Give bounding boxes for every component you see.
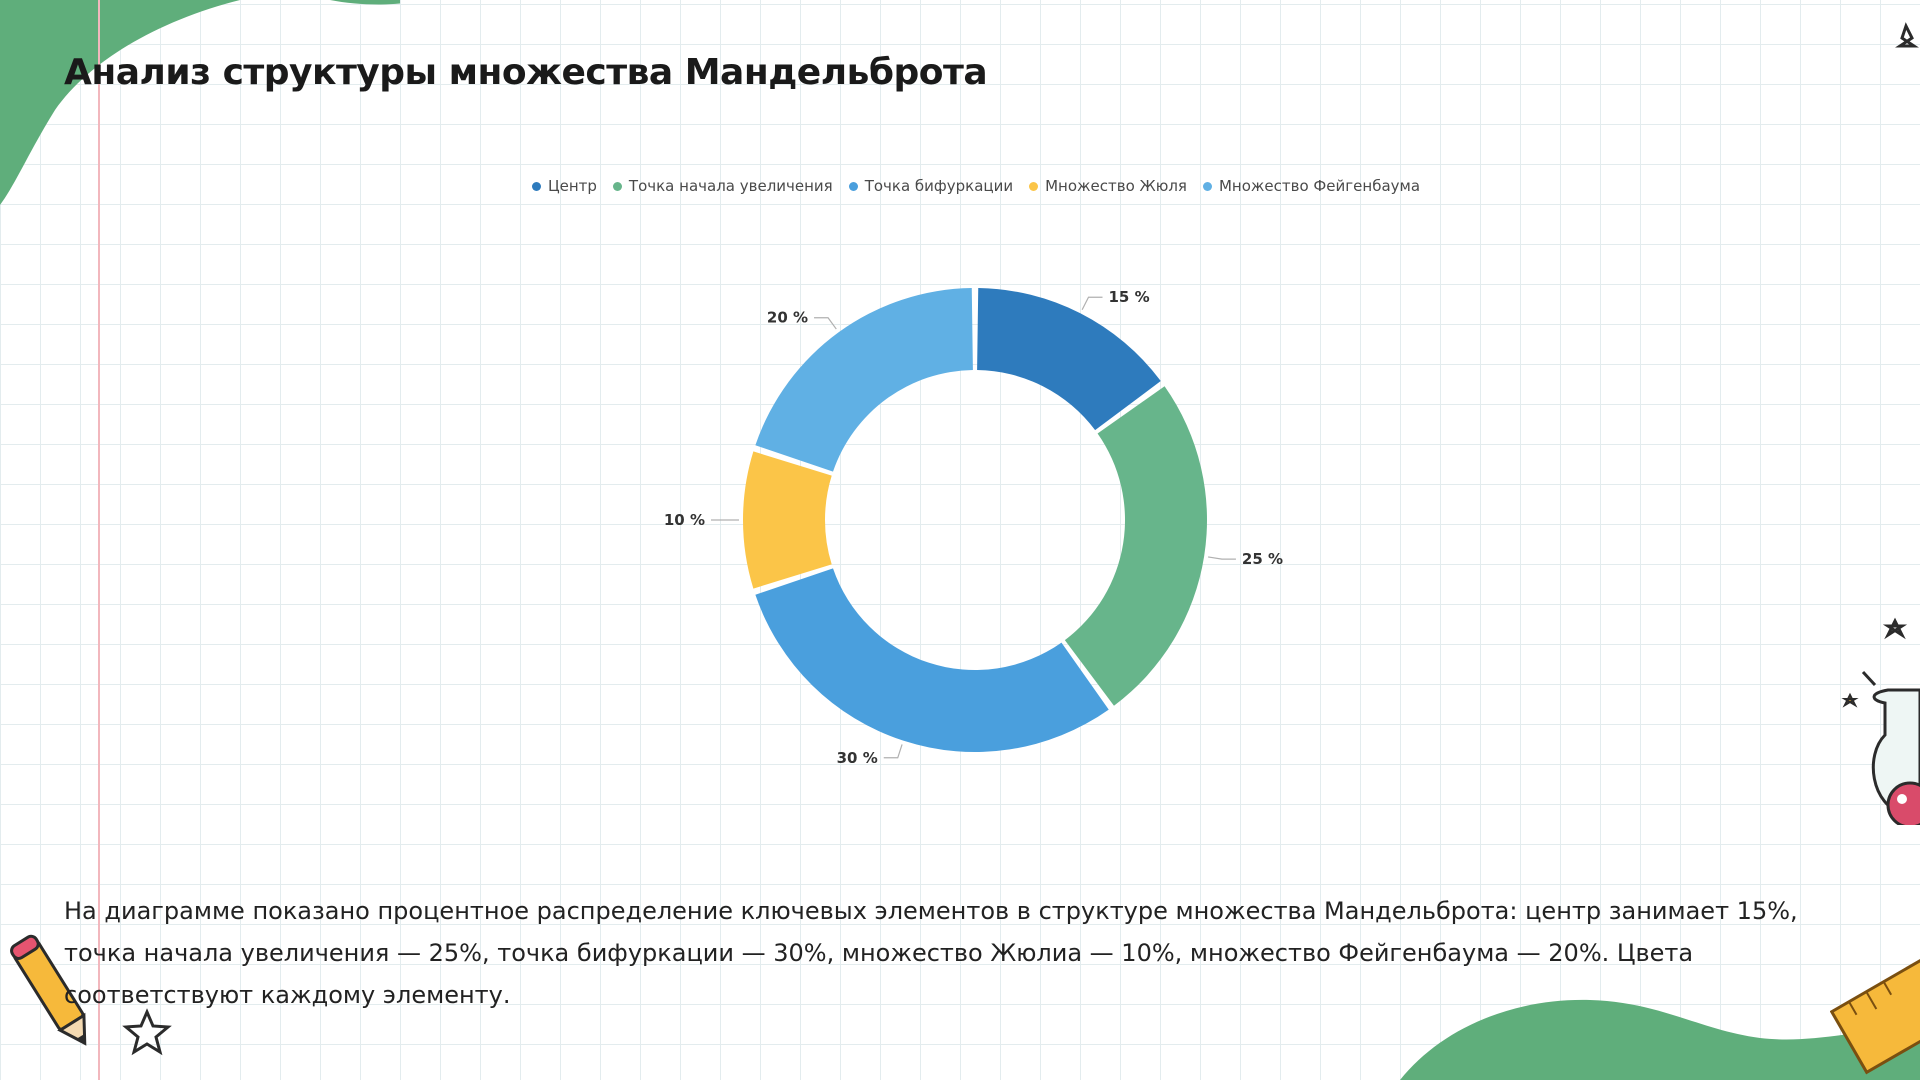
label-leader-line (814, 317, 837, 330)
legend-label: Центр (547, 177, 597, 195)
legend-label: Точка бифуркации (864, 177, 1014, 195)
label-leader-line (1208, 556, 1236, 560)
data-label: 25 % (1242, 550, 1283, 568)
data-label: 10 % (664, 511, 705, 529)
donut-slice[interactable] (742, 451, 832, 589)
chart-description: На диаграмме показано процентное распред… (64, 897, 1798, 1009)
legend-marker (612, 181, 622, 191)
legend-item[interactable]: Множество Жюля (1029, 177, 1187, 195)
legend-marker (848, 181, 858, 191)
legend-label: Множество Фейгенбаума (1218, 177, 1421, 195)
legend-item[interactable]: Центр (531, 177, 597, 195)
donut-chart: 15 % 25 % 30 % 10 % 20 % (664, 288, 1283, 767)
label-leader-line (883, 744, 903, 759)
donut-slice[interactable] (755, 568, 1109, 752)
ruler-decoration (1830, 949, 1920, 1075)
legend-item[interactable]: Точка начала увеличения (612, 177, 833, 195)
legend-item[interactable]: Множество Фейгенбаума (1202, 177, 1421, 195)
donut-slice[interactable] (1064, 386, 1208, 706)
legend-marker (1029, 181, 1039, 191)
data-label: 30 % (837, 749, 878, 767)
chart-legend: Центр Точка начала увеличения Точка бифурк… (0, 177, 1920, 195)
page-title: Анализ структуры множества Мандельброта (64, 52, 988, 93)
legend-label: Множество Жюля (1045, 177, 1187, 195)
bottom-star-decoration (122, 1008, 172, 1056)
legend-label: Точка начала увеличения (628, 177, 833, 195)
donut-slice[interactable] (977, 288, 1161, 431)
legend-item[interactable]: Точка бифуркации (848, 177, 1014, 195)
legend-marker (1202, 181, 1212, 191)
bottom-green-wave-decoration (1400, 999, 1920, 1080)
legend-marker (531, 181, 541, 191)
data-label: 15 % (1108, 288, 1149, 306)
donut-slice[interactable] (755, 288, 973, 472)
notebook-margin-line (98, 0, 100, 1080)
pencil-decoration (10, 934, 87, 1046)
top-right-star-decoration (1895, 22, 1919, 48)
label-leader-line (1081, 296, 1103, 310)
top-left-blob-decoration (0, 0, 400, 205)
flask-decoration (1841, 617, 1920, 825)
data-label: 20 % (767, 309, 808, 327)
